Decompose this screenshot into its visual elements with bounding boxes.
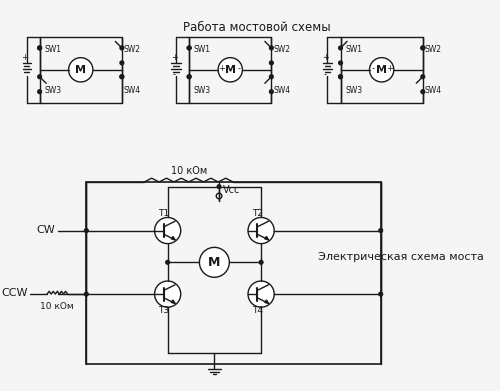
Circle shape bbox=[84, 229, 88, 232]
Text: CCW: CCW bbox=[1, 288, 28, 298]
Circle shape bbox=[218, 57, 242, 82]
Circle shape bbox=[154, 281, 180, 307]
Polygon shape bbox=[171, 237, 175, 240]
Circle shape bbox=[338, 61, 342, 65]
Text: SW4: SW4 bbox=[424, 86, 442, 95]
Circle shape bbox=[421, 75, 424, 79]
Circle shape bbox=[370, 57, 394, 82]
Polygon shape bbox=[264, 237, 268, 240]
Circle shape bbox=[188, 46, 191, 50]
Text: SW1: SW1 bbox=[345, 45, 362, 54]
Circle shape bbox=[379, 292, 382, 296]
Text: +: + bbox=[386, 65, 394, 74]
Text: M: M bbox=[75, 65, 86, 75]
Text: Электрическая схема моста: Электрическая схема моста bbox=[318, 252, 484, 262]
Circle shape bbox=[248, 281, 274, 307]
Circle shape bbox=[84, 292, 88, 296]
Bar bbox=[40, 37, 122, 102]
Text: M: M bbox=[208, 256, 220, 269]
Circle shape bbox=[379, 229, 382, 232]
Text: -: - bbox=[237, 65, 240, 74]
Circle shape bbox=[248, 217, 274, 244]
Text: CW: CW bbox=[36, 224, 56, 235]
Bar bbox=[340, 37, 423, 102]
Circle shape bbox=[270, 90, 274, 93]
Text: -: - bbox=[372, 65, 375, 74]
Text: +: + bbox=[171, 52, 177, 61]
Circle shape bbox=[338, 75, 342, 79]
Bar bbox=[86, 182, 381, 364]
Text: SW2: SW2 bbox=[274, 45, 290, 54]
Circle shape bbox=[188, 46, 191, 50]
Text: T4: T4 bbox=[252, 306, 263, 315]
Polygon shape bbox=[264, 300, 268, 303]
Circle shape bbox=[270, 61, 274, 65]
Text: M: M bbox=[225, 65, 236, 75]
Text: Vcc: Vcc bbox=[223, 185, 240, 195]
Text: SW3: SW3 bbox=[345, 86, 362, 95]
Circle shape bbox=[38, 46, 42, 50]
Text: SW2: SW2 bbox=[124, 45, 140, 54]
Text: 10 кОм: 10 кОм bbox=[40, 301, 74, 310]
Circle shape bbox=[421, 46, 424, 50]
Circle shape bbox=[120, 75, 124, 79]
Text: -: - bbox=[172, 70, 176, 79]
Circle shape bbox=[200, 248, 230, 277]
Circle shape bbox=[338, 46, 342, 50]
Text: Работа мостовой схемы: Работа мостовой схемы bbox=[182, 21, 330, 34]
Text: +: + bbox=[322, 52, 329, 61]
Text: +: + bbox=[218, 65, 226, 74]
Text: T3: T3 bbox=[158, 306, 170, 315]
Circle shape bbox=[217, 185, 221, 188]
Text: T2: T2 bbox=[252, 208, 263, 218]
Circle shape bbox=[259, 260, 263, 264]
Circle shape bbox=[68, 57, 93, 82]
Circle shape bbox=[421, 46, 424, 50]
Text: SW1: SW1 bbox=[44, 45, 62, 54]
Circle shape bbox=[38, 90, 42, 93]
Circle shape bbox=[188, 75, 191, 79]
Circle shape bbox=[270, 46, 274, 50]
Bar bbox=[189, 37, 272, 102]
Circle shape bbox=[38, 46, 42, 50]
Circle shape bbox=[188, 75, 191, 79]
Text: +: + bbox=[21, 52, 28, 61]
Circle shape bbox=[270, 75, 274, 79]
Polygon shape bbox=[171, 300, 175, 303]
Text: SW3: SW3 bbox=[194, 86, 211, 95]
Text: SW2: SW2 bbox=[424, 45, 442, 54]
Text: SW1: SW1 bbox=[194, 45, 211, 54]
Circle shape bbox=[120, 61, 124, 65]
Circle shape bbox=[38, 75, 42, 79]
Text: SW3: SW3 bbox=[44, 86, 62, 95]
Circle shape bbox=[120, 75, 124, 79]
Text: SW4: SW4 bbox=[274, 86, 290, 95]
Circle shape bbox=[166, 260, 170, 264]
Circle shape bbox=[338, 75, 342, 79]
Text: SW4: SW4 bbox=[124, 86, 141, 95]
Circle shape bbox=[154, 217, 180, 244]
Circle shape bbox=[120, 46, 124, 50]
Circle shape bbox=[421, 90, 424, 93]
Text: 10 кОм: 10 кОм bbox=[170, 166, 207, 176]
Text: T1: T1 bbox=[158, 208, 170, 218]
Text: -: - bbox=[324, 70, 327, 79]
Text: M: M bbox=[376, 65, 387, 75]
